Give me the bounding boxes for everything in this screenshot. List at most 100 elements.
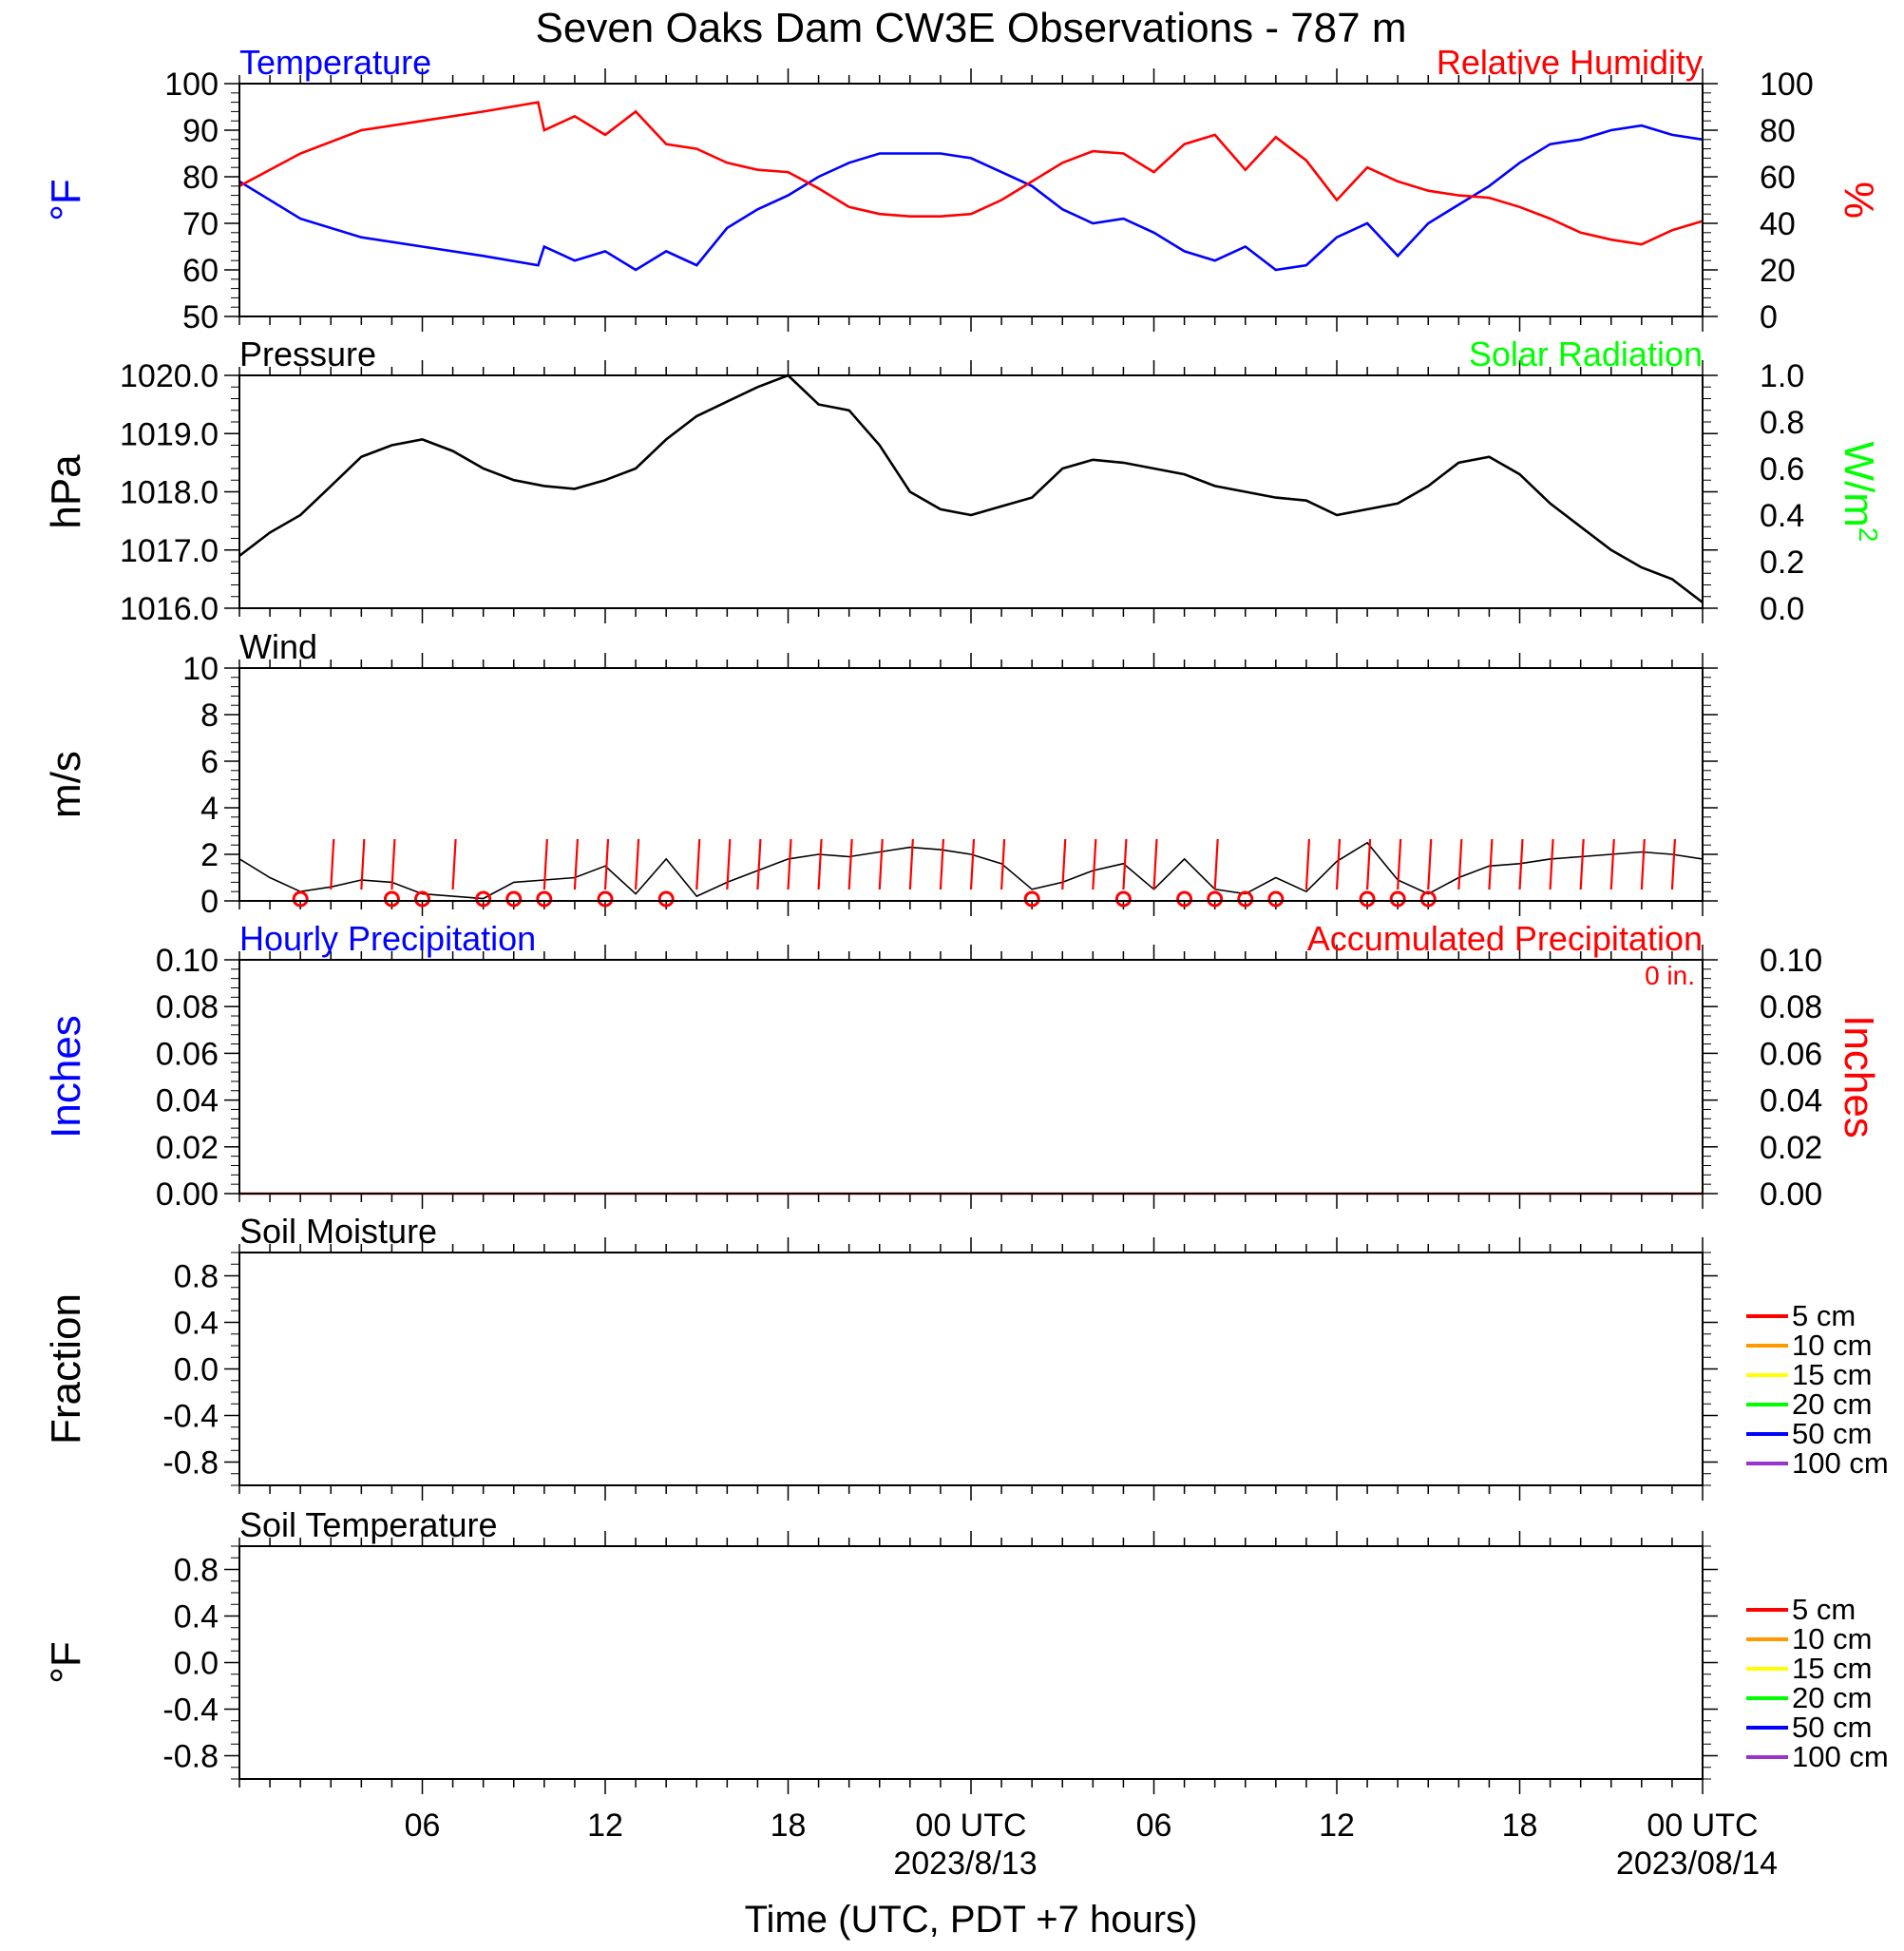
wind-barb	[939, 838, 945, 890]
plot-frame	[238, 83, 1704, 317]
y-tick-label-right: 0.08	[1760, 989, 1822, 1025]
calm-marker	[536, 890, 553, 908]
y-tick-label-left: 0.00	[156, 1176, 219, 1213]
y-tick-label-left: 0	[200, 884, 219, 920]
y-tick-label-right: 0.00	[1760, 1176, 1822, 1213]
legend-label: 15 cm	[1792, 1358, 1872, 1391]
panel-title-left: Soil Temperature	[239, 1505, 497, 1544]
y-tick-label-left: 0.06	[156, 1036, 219, 1072]
wind-barb	[1609, 838, 1615, 890]
panel-temperature-humidity: 100 90 80 70 60 50 100 80 60 40 20 0 °F % Temperature R…	[43, 43, 1882, 335]
x-date-label: 2023/8/13	[893, 1846, 1037, 1882]
calm-marker	[1359, 890, 1376, 908]
calm-marker	[1237, 890, 1254, 908]
calm-marker	[414, 890, 430, 908]
wind-barb	[330, 838, 335, 890]
wind-barb	[1427, 838, 1433, 890]
wind-barb	[695, 838, 701, 890]
wind-barb	[1397, 838, 1402, 890]
y-tick-label-left: 0.02	[156, 1130, 219, 1166]
y-tick-label-left: 0.08	[156, 989, 219, 1025]
legend-label: 20 cm	[1792, 1387, 1872, 1421]
y-tick-label-right: 0.4	[1760, 498, 1804, 534]
wind-barb	[756, 838, 762, 890]
y-tick-label-right: 0.0	[1760, 591, 1804, 627]
plot-frame	[238, 1252, 1704, 1486]
y-axis-label-left: Fraction	[43, 1293, 89, 1444]
calm-marker	[383, 890, 400, 908]
y-tick-label-left: 0.10	[156, 943, 219, 979]
wind-barb	[908, 838, 914, 890]
wind-barb	[1518, 838, 1524, 890]
y-tick-label-right: 0.6	[1760, 451, 1804, 488]
wind-barb	[878, 838, 884, 890]
y-tick-label-left: 60	[182, 253, 219, 289]
y-tick-label-left: 8	[200, 698, 219, 734]
legend-label: 50 cm	[1792, 1417, 1872, 1450]
y-tick-label-left: 50	[182, 299, 219, 335]
calm-marker	[292, 890, 309, 908]
y-tick-label-right: 1.0	[1760, 358, 1804, 394]
panel-title-left: Soil Moisture	[239, 1212, 437, 1251]
calm-marker	[475, 890, 492, 908]
wind-barb	[1579, 838, 1585, 890]
y-tick-label-left: 1020.0	[120, 358, 219, 394]
wind-barb	[543, 838, 548, 890]
x-tick-label: 06	[405, 1808, 441, 1844]
y-tick-label-left: 100	[164, 67, 219, 103]
wind-barb	[1365, 838, 1372, 890]
wind-barb	[1335, 838, 1342, 890]
y-tick-label-left: 0.0	[174, 1646, 219, 1682]
y-tick-label-left: 4	[200, 791, 219, 827]
y-tick-label-right: 0.04	[1760, 1083, 1822, 1119]
y-axis-label-right: %	[1836, 182, 1882, 219]
y-tick-label-right: 0.2	[1760, 545, 1804, 581]
calm-marker	[1114, 890, 1132, 908]
x-tick-label: 18	[1502, 1808, 1538, 1844]
calm-marker	[1176, 890, 1193, 908]
wind-barb	[1670, 838, 1677, 890]
legend-label: 100 cm	[1792, 1740, 1889, 1773]
wind-barb	[847, 838, 853, 890]
y-tick-label-right: 0.8	[1760, 405, 1804, 441]
legend-label: 20 cm	[1792, 1681, 1872, 1714]
y-axis-label-left: Inches	[43, 1015, 89, 1138]
calm-marker	[1389, 890, 1406, 908]
panel-title-left: Temperature	[239, 43, 431, 82]
chart-title: Seven Oaks Dam CW3E Observations - 787 m	[536, 5, 1407, 51]
series-relative-humidity	[238, 101, 1704, 246]
plot-frame	[238, 1545, 1704, 1780]
wind-barb	[1061, 838, 1067, 890]
calm-marker	[657, 890, 675, 908]
panel-title-right: Relative Humidity	[1437, 43, 1703, 82]
y-tick-label-left: 0.04	[156, 1083, 219, 1119]
calm-marker	[505, 890, 523, 908]
calm-marker	[597, 890, 614, 908]
y-tick-label-right: 20	[1760, 253, 1796, 289]
panel-title-left: Hourly Precipitation	[239, 919, 536, 958]
x-tick-label: 12	[587, 1808, 623, 1844]
wind-barb	[1457, 838, 1463, 890]
y-tick-label-right: 0.10	[1760, 943, 1822, 979]
y-tick-label-left: 1017.0	[120, 533, 219, 569]
legend-label: 10 cm	[1792, 1329, 1872, 1362]
series-temperature	[238, 124, 1704, 272]
legend-label: 50 cm	[1792, 1711, 1872, 1744]
y-tick-label-left: -0.4	[162, 1399, 219, 1435]
x-tick-label: 06	[1136, 1808, 1172, 1844]
calm-marker	[1207, 890, 1224, 908]
calm-marker	[1267, 890, 1285, 908]
calm-marker	[1419, 890, 1437, 908]
calm-marker	[1023, 890, 1040, 908]
y-tick-label-left: -0.4	[162, 1693, 219, 1729]
series-wind-speed	[238, 841, 1704, 900]
y-axis-label-left: °F	[43, 179, 89, 220]
wind-barb	[1092, 838, 1097, 890]
x-date-label: 2023/08/14	[1616, 1846, 1778, 1882]
y-tick-label-left: 0.0	[174, 1352, 219, 1388]
plot-frame	[238, 374, 1704, 609]
wind-barb	[1122, 838, 1128, 890]
y-tick-label-left: 0.4	[174, 1599, 219, 1635]
